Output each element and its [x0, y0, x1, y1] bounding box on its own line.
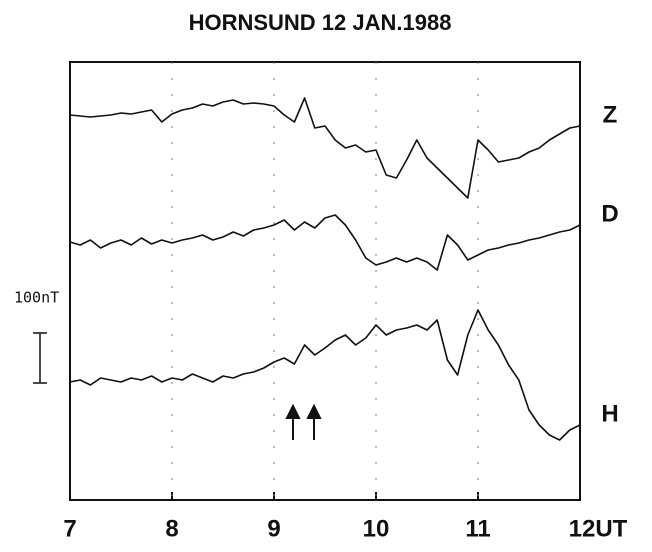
scale-bar	[33, 332, 47, 384]
event-arrows	[285, 403, 322, 440]
x-tick-label: 12UT	[569, 515, 628, 542]
series-label: D	[601, 200, 618, 227]
x-tick-label: 11	[465, 515, 490, 542]
x-tick-label: 10	[363, 515, 390, 542]
chart-title: HORNSUND 12 JAN.1988	[189, 10, 452, 35]
x-tick-label: 9	[267, 515, 280, 542]
series-label: Z	[603, 101, 618, 128]
x-tick-label: 8	[165, 515, 178, 542]
trace-line	[69, 97, 581, 199]
series-label: H	[601, 400, 618, 427]
scale-label: 100nT	[14, 289, 59, 307]
trace-line	[69, 214, 581, 271]
trace-line	[69, 309, 581, 441]
x-tick-label: 7	[63, 515, 76, 542]
plot-frame	[69, 61, 581, 501]
